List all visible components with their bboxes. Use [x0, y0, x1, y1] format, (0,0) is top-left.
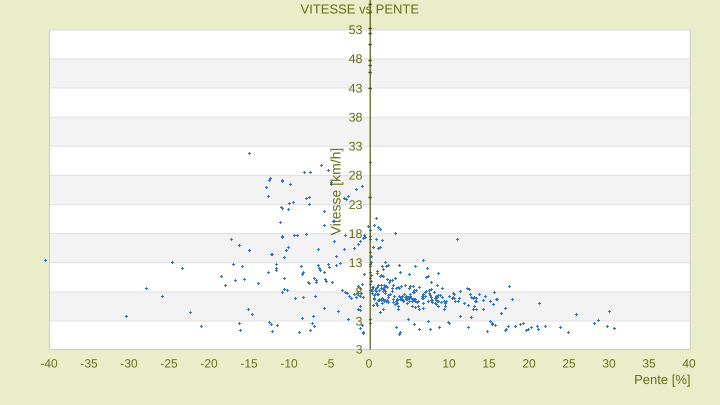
svg-text:Vitesse [km/h]: Vitesse [km/h] — [328, 148, 344, 236]
svg-text:48: 48 — [349, 52, 363, 66]
svg-text:3: 3 — [356, 342, 363, 356]
svg-text:13: 13 — [349, 256, 363, 270]
svg-text:-5: -5 — [324, 357, 335, 371]
svg-text:43: 43 — [349, 81, 363, 95]
svg-text:8: 8 — [356, 285, 363, 299]
svg-text:18: 18 — [349, 227, 363, 241]
svg-text:10: 10 — [442, 357, 456, 371]
svg-text:Pente [%]: Pente [%] — [634, 372, 690, 387]
svg-text:30: 30 — [602, 357, 616, 371]
svg-text:40: 40 — [682, 357, 696, 371]
svg-text:15: 15 — [482, 357, 496, 371]
svg-text:35: 35 — [642, 357, 656, 371]
svg-text:28: 28 — [349, 169, 363, 183]
svg-text:-20: -20 — [200, 357, 218, 371]
svg-text:-35: -35 — [80, 357, 98, 371]
svg-text:-40: -40 — [40, 357, 58, 371]
svg-text:-25: -25 — [160, 357, 178, 371]
svg-text:-30: -30 — [120, 357, 138, 371]
svg-text:-10: -10 — [280, 357, 298, 371]
svg-text:5: 5 — [406, 357, 413, 371]
svg-text:38: 38 — [349, 111, 363, 125]
svg-text:0: 0 — [366, 357, 373, 371]
svg-text:3: 3 — [356, 314, 363, 328]
svg-text:25: 25 — [562, 357, 576, 371]
svg-text:-15: -15 — [240, 357, 258, 371]
svg-text:20: 20 — [522, 357, 536, 371]
svg-text:53: 53 — [349, 23, 363, 37]
svg-text:23: 23 — [349, 198, 363, 212]
svg-text:VITESSE vs PENTE: VITESSE vs PENTE — [301, 2, 420, 17]
svg-text:33: 33 — [349, 140, 363, 154]
